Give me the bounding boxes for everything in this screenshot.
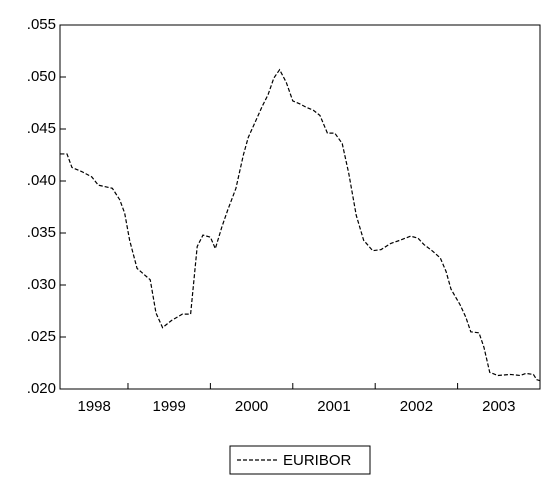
x-tick-label: 2001 xyxy=(317,398,350,415)
y-tick-label: .020 xyxy=(27,380,56,397)
y-tick-label: .045 xyxy=(27,120,56,137)
x-tick-label: 2002 xyxy=(400,398,433,415)
series-line xyxy=(60,68,541,382)
y-tick-label: .025 xyxy=(27,328,56,345)
y-tick-label: .050 xyxy=(27,68,56,85)
legend-box xyxy=(229,445,371,475)
x-tick-label: 2003 xyxy=(482,398,515,415)
y-tick-label: .030 xyxy=(27,276,56,293)
y-tick-label: .040 xyxy=(27,172,56,189)
y-tick-label: .035 xyxy=(27,224,56,241)
x-tick-label: 1999 xyxy=(152,398,185,415)
x-tick-label: 1998 xyxy=(78,398,111,415)
y-tick-label: .055 xyxy=(27,16,56,33)
legend-label: EURIBOR xyxy=(283,452,352,469)
x-tick-label: 2000 xyxy=(235,398,268,415)
plot-frame xyxy=(59,24,541,390)
